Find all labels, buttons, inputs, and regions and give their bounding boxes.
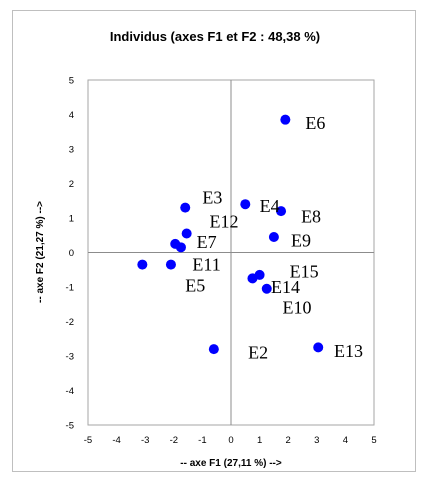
y-tick-labels: -5 -4 -3 -2 -1 0 1 2 3 4 5 xyxy=(66,76,74,432)
y-tick-label: -2 xyxy=(66,317,74,328)
point-label: E4 xyxy=(260,196,280,216)
data-point xyxy=(180,202,191,213)
y-tick-label: 3 xyxy=(69,145,74,156)
point-label: E9 xyxy=(291,230,311,250)
data-point xyxy=(208,344,219,355)
data-point xyxy=(254,269,265,280)
data-point xyxy=(240,199,251,210)
y-tick-label: -4 xyxy=(66,386,74,397)
x-tick-label: -2 xyxy=(170,435,178,446)
x-axis-label: -- axe F1 (27,11 %) --> xyxy=(180,458,282,469)
point-label: E8 xyxy=(301,206,321,226)
point-label: E7 xyxy=(197,232,217,252)
x-tick-label: -4 xyxy=(112,435,120,446)
y-tick-label: 0 xyxy=(69,248,74,259)
data-point xyxy=(181,228,192,239)
point-label: E5 xyxy=(185,275,205,295)
data-point xyxy=(280,114,291,125)
data-point xyxy=(276,206,287,217)
point-label: E6 xyxy=(305,113,325,133)
x-tick-label: -1 xyxy=(198,435,206,446)
data-point xyxy=(137,259,148,270)
point-label: E13 xyxy=(334,341,363,361)
x-tick-label: 0 xyxy=(228,435,233,446)
x-tick-label: 1 xyxy=(257,435,262,446)
x-tick-label: 3 xyxy=(314,435,319,446)
y-tick-label: 5 xyxy=(69,76,74,87)
data-points xyxy=(137,114,324,355)
point-label: E2 xyxy=(248,343,268,363)
y-tick-label: -1 xyxy=(66,283,74,294)
chart-frame: Individus (axes F1 et F2 : 48,38 %) -5 -4… xyxy=(12,10,416,472)
y-tick-label: 2 xyxy=(69,179,74,190)
data-point xyxy=(165,259,176,270)
x-tick-labels: -5 -4 -3 -2 -1 0 1 2 3 4 5 xyxy=(84,435,377,446)
x-tick-label: 5 xyxy=(371,435,376,446)
y-tick-label: -3 xyxy=(66,352,74,363)
y-axis-label: -- axe F2 (21,27 %) --> xyxy=(35,201,46,303)
scatter-chart: Individus (axes F1 et F2 : 48,38 %) -5 -4… xyxy=(35,29,377,469)
y-tick-label: 4 xyxy=(69,110,74,121)
data-point xyxy=(268,231,279,242)
data-point xyxy=(261,283,272,294)
point-label: E12 xyxy=(210,211,239,231)
data-point xyxy=(313,342,324,353)
zero-axes xyxy=(88,80,374,425)
point-label: E11 xyxy=(192,255,220,275)
point-label: E14 xyxy=(271,277,300,297)
point-label: E15 xyxy=(290,261,319,281)
point-label: E10 xyxy=(282,298,311,318)
data-point xyxy=(175,242,186,253)
x-tick-label: 2 xyxy=(286,435,291,446)
x-tick-label: -5 xyxy=(84,435,92,446)
x-tick-label: 4 xyxy=(343,435,348,446)
y-tick-label: 1 xyxy=(69,214,74,225)
chart-title: Individus (axes F1 et F2 : 48,38 %) xyxy=(110,29,320,44)
y-tick-label: -5 xyxy=(66,421,74,432)
x-tick-label: -3 xyxy=(141,435,149,446)
point-label: E3 xyxy=(202,187,222,207)
